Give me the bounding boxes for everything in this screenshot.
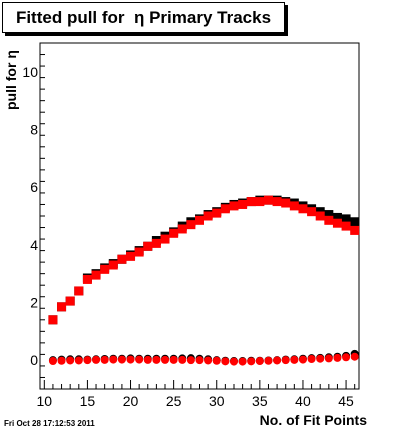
red-circle-marker — [66, 356, 75, 365]
y-tick-label: 10 — [22, 64, 38, 80]
y-tick-label: 0 — [30, 352, 38, 368]
red-circle-marker — [229, 357, 238, 366]
y-tick-label: 6 — [30, 179, 38, 195]
timestamp-footer: Fri Oct 28 17:12:53 2011 — [4, 419, 95, 428]
x-tick-label: 20 — [123, 393, 139, 409]
red-square-marker — [57, 302, 67, 312]
red-square-marker — [324, 215, 334, 225]
chart-title: Fitted pull for η Primary Tracks — [15, 7, 272, 27]
red-square-marker — [143, 241, 153, 251]
red-square-marker — [203, 211, 213, 221]
red-square-marker — [117, 254, 127, 264]
red-circle-marker — [126, 355, 135, 364]
red-square-marker — [177, 224, 187, 234]
red-circle-marker — [92, 355, 101, 364]
red-circle-marker — [57, 356, 66, 365]
x-tick-label: 15 — [80, 393, 96, 409]
red-square-marker — [307, 207, 317, 217]
red-circle-marker — [212, 356, 221, 365]
red-square-marker — [108, 260, 118, 270]
red-circle-marker — [161, 355, 170, 364]
red-circle-marker — [316, 354, 325, 363]
red-square-marker — [263, 195, 273, 205]
black-square-marker — [341, 214, 351, 224]
red-circle-marker — [48, 357, 57, 366]
red-square-marker — [350, 225, 360, 235]
red-square-marker — [341, 221, 351, 231]
red-square-marker — [126, 251, 136, 261]
red-square-marker — [82, 274, 92, 284]
red-square-marker — [246, 197, 256, 207]
red-square-marker — [48, 315, 58, 325]
red-circle-marker — [135, 355, 144, 364]
red-square-marker — [186, 220, 196, 230]
red-circle-marker — [109, 355, 118, 364]
red-square-marker — [315, 211, 325, 221]
red-circle-marker — [247, 357, 256, 366]
red-square-marker — [74, 286, 84, 296]
red-square-marker — [160, 234, 170, 244]
red-circle-marker — [143, 355, 152, 364]
red-square-marker — [332, 218, 342, 228]
red-square-marker — [91, 270, 101, 280]
red-square-marker — [298, 204, 308, 214]
red-square-marker — [272, 197, 282, 207]
red-square-marker — [281, 198, 291, 208]
red-square-marker — [238, 199, 248, 209]
axis-ticks — [40, 42, 356, 390]
red-circle-marker — [342, 353, 351, 362]
red-circle-marker — [307, 355, 316, 364]
red-square-marker — [195, 215, 204, 225]
red-circle-marker — [117, 355, 126, 364]
y-tick-label: 2 — [30, 295, 38, 311]
red-square-marker — [134, 247, 144, 257]
x-tick-label: 10 — [37, 393, 53, 409]
red-circle-marker — [298, 355, 307, 364]
black-square-marker — [324, 210, 334, 220]
red-square-marker — [212, 208, 222, 218]
red-circle-marker — [238, 357, 247, 366]
red-square-marker — [169, 228, 179, 238]
red-circle-marker — [273, 356, 282, 365]
red-square-marker — [100, 264, 110, 274]
red-circle-marker — [333, 353, 342, 362]
red-square-marker — [65, 296, 75, 306]
x-tick-label: 35 — [252, 393, 268, 409]
red-circle-marker — [221, 357, 230, 366]
x-tick-label: 30 — [209, 393, 225, 409]
black-square-marker — [350, 217, 360, 227]
red-circle-marker — [186, 356, 195, 365]
red-circle-marker — [324, 354, 333, 363]
red-circle-marker — [195, 356, 204, 365]
red-square-marker — [220, 204, 230, 214]
red-square-marker — [151, 238, 161, 248]
red-circle-marker — [264, 356, 273, 365]
red-circle-marker — [350, 352, 359, 361]
x-tick-label: 25 — [166, 393, 182, 409]
red-square-marker — [255, 197, 265, 207]
red-circle-marker — [169, 355, 178, 364]
x-axis-label: No. of Fit Points — [259, 412, 367, 428]
data-markers — [48, 195, 360, 366]
chart-title-box: Fitted pull for η Primary Tracks — [2, 2, 285, 33]
red-circle-marker — [152, 355, 161, 364]
x-tick-label: 40 — [295, 393, 311, 409]
red-circle-marker — [204, 356, 213, 365]
red-circle-marker — [178, 355, 187, 364]
red-circle-marker — [290, 355, 299, 364]
red-circle-marker — [100, 355, 109, 364]
red-circle-marker — [74, 356, 83, 365]
tick-labels: 10 15 20 25 30 35 40 45 0 2 4 6 8 10 — [22, 64, 354, 409]
y-tick-label: 4 — [30, 237, 38, 253]
black-square-marker — [332, 212, 342, 222]
red-circle-marker — [255, 357, 264, 366]
x-tick-label: 45 — [338, 393, 354, 409]
red-square-marker — [229, 201, 239, 211]
red-circle-marker — [83, 356, 92, 365]
y-tick-label: 8 — [30, 122, 38, 138]
y-axis-label: pull for η — [3, 50, 19, 110]
red-circle-marker — [281, 356, 290, 365]
red-square-marker — [289, 201, 299, 211]
